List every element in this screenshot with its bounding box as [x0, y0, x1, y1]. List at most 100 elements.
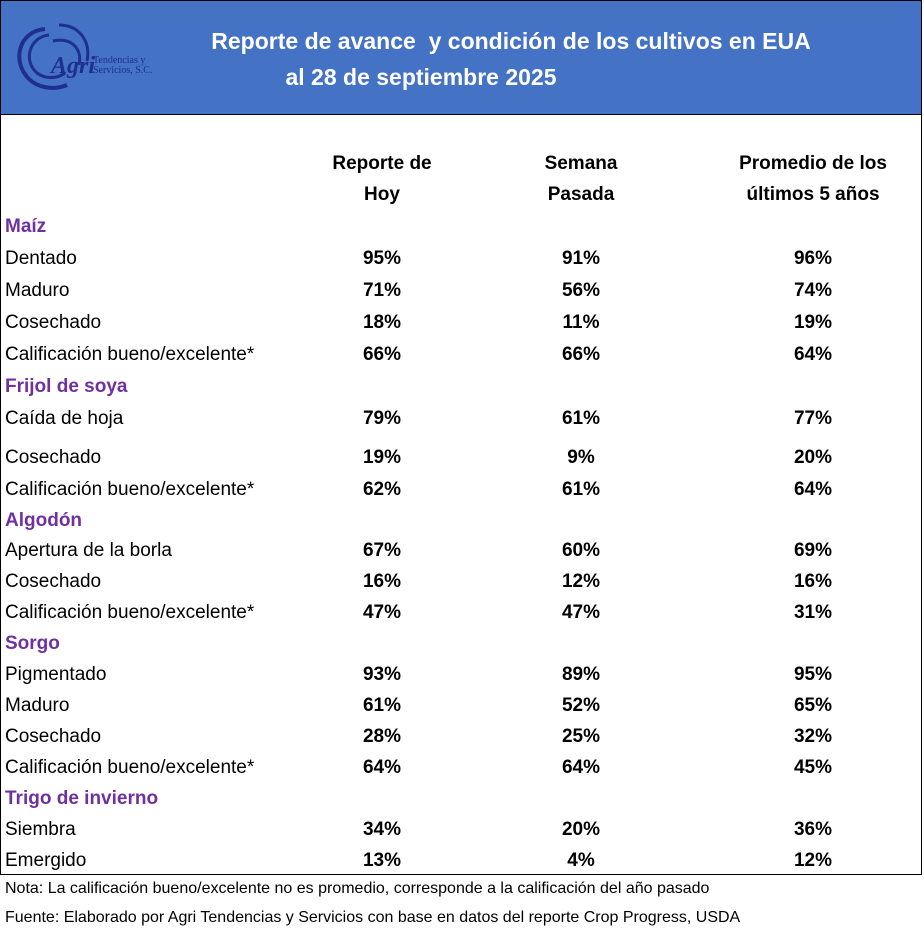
value-5yr-average: 74%: [793, 280, 833, 301]
row-label: Calificación bueno/excelente*: [5, 602, 255, 623]
table-row: Cosechado 18% 11% 19%: [0, 307, 922, 339]
row-label: Maduro: [5, 695, 70, 716]
value-last-week: 89%: [561, 664, 601, 685]
value-last-week: 52%: [561, 695, 601, 716]
value-5yr-average: 45%: [793, 757, 833, 778]
section-row: Maíz: [0, 211, 922, 243]
value-today: 71%: [362, 280, 402, 301]
value-today: 47%: [362, 602, 402, 623]
section-row: Sorgo: [0, 628, 922, 660]
section-label: Trigo de invierno: [5, 788, 159, 809]
value-5yr-average: 64%: [793, 344, 833, 365]
value-last-week: 60%: [561, 540, 601, 561]
value-5yr-average: 16%: [793, 571, 833, 592]
report-header: Agri Tendencias y Servicios, S.C. Report…: [1, 1, 921, 115]
logo-subtext-2: Servicios, S.C.: [93, 65, 152, 76]
value-last-week: 91%: [561, 248, 601, 269]
value-today: 93%: [362, 664, 402, 685]
table-row: Cosechado 28% 25% 32%: [0, 721, 922, 753]
report-title-line1: Reporte de avance y condición de los cul…: [211, 28, 811, 54]
table-row: Caída de hoja 79% 61% 77%: [0, 403, 922, 435]
table-row: Emergido 13% 4% 12%: [0, 845, 922, 877]
value-5yr-average: 69%: [793, 540, 833, 561]
row-label: Calificación bueno/excelente*: [5, 344, 255, 365]
value-5yr-average: 64%: [793, 479, 833, 500]
section-label: Sorgo: [5, 633, 60, 654]
value-last-week: 61%: [561, 479, 601, 500]
value-last-week: 11%: [562, 312, 600, 333]
value-5yr-average: 77%: [793, 408, 833, 429]
value-5yr-average: 19%: [793, 312, 833, 333]
value-last-week: 61%: [561, 408, 601, 429]
section-label: Frijol de soya: [5, 376, 128, 397]
value-5yr-average: 20%: [793, 447, 833, 468]
row-label: Calificación bueno/excelente*: [5, 479, 255, 500]
value-today: 13%: [362, 850, 402, 871]
table-row: Pigmentado 93% 89% 95%: [0, 659, 922, 691]
row-label: Pigmentado: [5, 664, 107, 685]
value-today: 19%: [362, 447, 402, 468]
value-last-week: 47%: [561, 602, 601, 623]
value-today: 66%: [362, 344, 402, 365]
row-label: Emergido: [5, 850, 87, 871]
value-today: 64%: [362, 757, 402, 778]
row-label: Siembra: [5, 819, 76, 840]
value-today: 79%: [362, 408, 402, 429]
value-last-week: 64%: [561, 757, 601, 778]
value-today: 67%: [362, 540, 402, 561]
section-label: Algodón: [5, 510, 83, 531]
logo-text: Agri: [49, 53, 95, 79]
value-today: 28%: [362, 726, 402, 747]
value-last-week: 12%: [561, 571, 601, 592]
row-label: Maduro: [5, 280, 70, 301]
value-last-week: 20%: [561, 819, 601, 840]
value-5yr-average: 36%: [793, 819, 833, 840]
value-last-week: 25%: [561, 726, 601, 747]
value-last-week: 56%: [561, 280, 601, 301]
report-table-frame: [0, 0, 922, 875]
value-5yr-average: 96%: [793, 248, 833, 269]
table-row: Maduro 71% 56% 74%: [0, 275, 922, 307]
section-row: Algodón: [0, 505, 922, 537]
value-today: 95%: [362, 248, 402, 269]
row-label: Cosechado: [5, 312, 102, 333]
value-5yr-average: 31%: [793, 602, 833, 623]
row-label: Dentado: [5, 248, 77, 269]
section-row: Frijol de soya: [0, 371, 922, 403]
row-label: Cosechado: [5, 726, 102, 747]
value-last-week: 4%: [567, 850, 595, 871]
table-row: Apertura de la borla 67% 60% 69%: [0, 535, 922, 567]
report-title-line2: al 28 de septiembre 2025: [285, 64, 557, 90]
row-label: Cosechado: [5, 447, 102, 468]
row-label: Apertura de la borla: [5, 540, 172, 561]
table-row: Dentado 95% 91% 96%: [0, 243, 922, 275]
value-last-week: 9%: [567, 447, 595, 468]
col-header-today: Reporte de Hoy: [332, 153, 432, 205]
value-today: 61%: [362, 695, 402, 716]
value-today: 62%: [362, 479, 402, 500]
row-label: Caída de hoja: [5, 408, 124, 429]
value-today: 34%: [362, 819, 402, 840]
value-5yr-average: 65%: [793, 695, 833, 716]
source-note: Fuente: Elaborado por Agri Tendencias y …: [5, 909, 741, 926]
col-header-last-week: Semana Pasada: [544, 153, 618, 205]
value-today: 16%: [362, 571, 402, 592]
value-5yr-average: 12%: [793, 850, 833, 871]
table-row: Cosechado 16% 12% 16%: [0, 566, 922, 598]
footnote: Nota: La calificación bueno/excelente no…: [5, 880, 710, 897]
value-5yr-average: 95%: [793, 664, 833, 685]
table-row: Calificación bueno/excelente* 66% 66% 64%: [0, 339, 922, 371]
section-label: Maíz: [5, 216, 47, 237]
value-last-week: 66%: [561, 344, 601, 365]
value-5yr-average: 32%: [793, 726, 833, 747]
table-row: Calificación bueno/excelente* 62% 61% 64%: [0, 474, 922, 506]
row-label: Cosechado: [5, 571, 102, 592]
table-row: Calificación bueno/excelente* 47% 47% 31%: [0, 597, 922, 629]
table-row: Cosechado 19% 9% 20%: [0, 442, 922, 474]
table-row: Siembra 34% 20% 36%: [0, 814, 922, 846]
table-row: Maduro 61% 52% 65%: [0, 690, 922, 722]
logo-subtext-1: Tendencias y: [93, 55, 145, 66]
table-row: Calificación bueno/excelente* 64% 64% 45%: [0, 752, 922, 784]
section-row: Trigo de invierno: [0, 783, 922, 815]
col-header-5yr-average: Promedio de los últimos 5 años: [739, 153, 887, 205]
